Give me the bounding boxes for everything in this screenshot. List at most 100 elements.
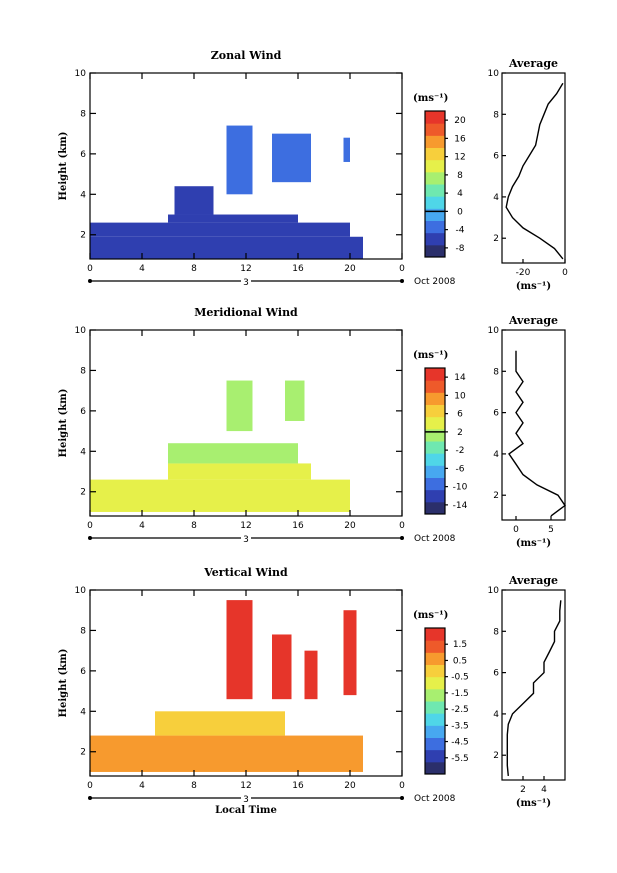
y-tick-label: 4 — [80, 190, 86, 200]
colorbar-cell — [425, 749, 445, 763]
y-tick-label: 2 — [80, 748, 86, 758]
colorbar-cell — [425, 184, 445, 197]
colorbar-tick-label: -2.5 — [451, 705, 469, 715]
colorbar-cell — [425, 123, 445, 136]
colorbar-cell — [425, 380, 445, 393]
average-title: Average — [508, 57, 558, 70]
panel-title: Meridional Wind — [194, 306, 298, 319]
colorbar-cell — [425, 652, 445, 665]
colorbar-cell — [425, 428, 445, 442]
date-bar-end — [88, 796, 92, 800]
colorbar-tick-label: 1.5 — [453, 640, 467, 650]
colorbar-tick-label: -4 — [456, 226, 465, 236]
x-tick-label: 8 — [191, 521, 197, 531]
date-suffix: Oct 2008 — [414, 534, 456, 544]
data-region — [226, 380, 253, 432]
y-axis-label: Height (km) — [58, 132, 69, 201]
colorbar-cell — [425, 171, 445, 185]
colorbar-tick-label: 16 — [454, 134, 466, 144]
y-tick-label: 2 — [80, 231, 86, 241]
colorbar-cell — [425, 501, 445, 515]
x-tick-label: 12 — [240, 781, 251, 791]
colorbar-tick-label: 14 — [454, 373, 466, 383]
colorbar-cell — [425, 701, 445, 714]
x-tick-label: 8 — [191, 264, 197, 274]
average-x-tick-label: 4 — [541, 785, 547, 795]
colorbar-cell — [425, 111, 445, 124]
average-y-tick-label: 8 — [493, 367, 499, 377]
colorbar-cell — [425, 135, 445, 148]
colorbar-cell — [425, 640, 445, 653]
y-tick-label: 4 — [80, 707, 86, 717]
colorbar-cell — [425, 664, 445, 678]
average-y-tick-label: 10 — [488, 326, 500, 336]
x-tick-label: 16 — [292, 521, 304, 531]
data-region — [272, 634, 292, 700]
colorbar-tick-label: 4 — [457, 189, 463, 199]
average-y-tick-label: 4 — [493, 710, 499, 720]
average-y-tick-label: 8 — [493, 110, 499, 120]
average-y-tick-label: 2 — [493, 234, 499, 244]
y-tick-label: 6 — [80, 150, 86, 160]
date-bar-gap — [241, 532, 251, 543]
date-bar-end — [88, 279, 92, 283]
average-y-tick-label: 10 — [488, 69, 500, 79]
average-title: Average — [508, 574, 558, 587]
data-region — [90, 222, 350, 237]
average-title: Average — [508, 314, 558, 327]
colorbar-tick-label: -3.5 — [451, 721, 469, 731]
y-tick-label: 8 — [80, 626, 86, 636]
average-y-tick-label: 6 — [493, 152, 499, 162]
average-x-label: (ms⁻¹) — [516, 798, 551, 809]
colorbar-frame — [424, 367, 446, 515]
data-region — [343, 610, 357, 696]
data-region — [168, 214, 298, 223]
average-y-tick-label: 8 — [493, 627, 499, 637]
colorbar-cell — [425, 368, 445, 381]
data-region — [226, 125, 253, 195]
colorbar-cell — [425, 628, 445, 641]
colorbar-tick-label: 20 — [454, 116, 466, 126]
average-y-tick-label: 6 — [493, 669, 499, 679]
average-frame — [501, 72, 566, 264]
colorbar-tick-label: 0 — [457, 207, 463, 217]
average-y-tick-label: 4 — [493, 450, 499, 460]
colorbar-cell — [425, 761, 445, 775]
average-y-tick-label: 10 — [488, 586, 500, 596]
data-region — [272, 133, 311, 183]
colorbar-tick-label: -6 — [456, 464, 465, 474]
data-region — [90, 479, 350, 512]
data-region — [155, 711, 285, 736]
y-tick-label: 8 — [80, 109, 86, 119]
colorbar-cell — [425, 147, 445, 161]
x-tick-label: 20 — [344, 264, 356, 274]
colorbar-tick-label: -2 — [456, 446, 465, 456]
x-tick-label: 0 — [399, 264, 405, 274]
y-tick-label: 2 — [80, 488, 86, 498]
x-tick-label: 4 — [139, 781, 145, 791]
x-tick-label: 0 — [87, 781, 93, 791]
date-suffix: Oct 2008 — [414, 277, 456, 287]
colorbar-unit: (ms⁻¹) — [413, 93, 448, 104]
colorbar-unit: (ms⁻¹) — [413, 610, 448, 621]
x-tick-label: 4 — [139, 521, 145, 531]
colorbar-cell — [425, 737, 445, 751]
average-x-tick-label: 0 — [513, 525, 519, 535]
colorbar-tick-label: 0.5 — [453, 656, 467, 666]
date-bar-end — [400, 279, 404, 283]
x-tick-label: 0 — [399, 521, 405, 531]
colorbar-tick-label: -10 — [453, 483, 468, 493]
date-bar-label: 3 — [243, 278, 249, 288]
colorbar-frame — [424, 627, 446, 775]
x-tick-label: 16 — [292, 781, 304, 791]
colorbar-cell — [425, 404, 445, 418]
colorbar-cell — [425, 489, 445, 503]
average-x-tick-label: 2 — [520, 785, 526, 795]
date-bar-label: 3 — [243, 535, 249, 545]
average-y-tick-label: 2 — [493, 491, 499, 501]
colorbar-cell — [425, 196, 445, 209]
colorbar-cell — [425, 713, 445, 726]
data-region — [90, 735, 363, 772]
